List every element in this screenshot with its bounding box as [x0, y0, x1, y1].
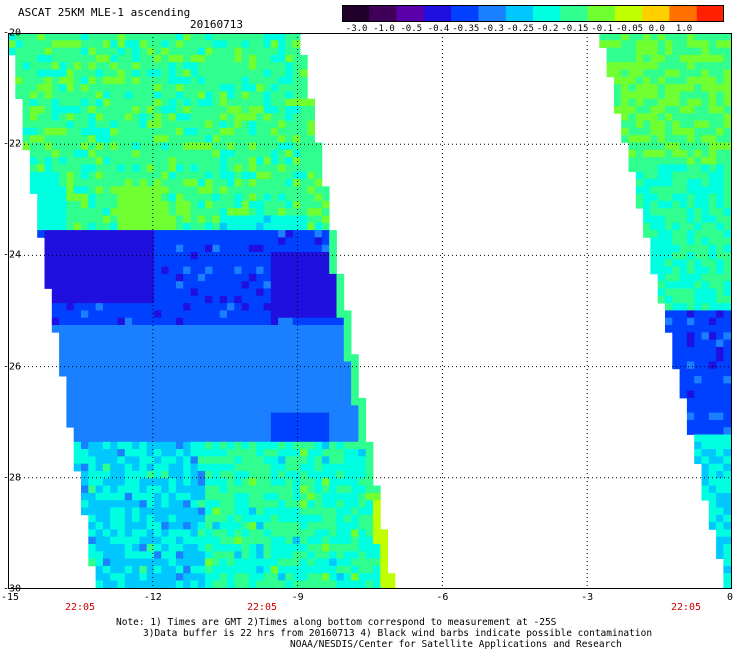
wind-data-swaths [8, 33, 732, 589]
note-line-2: 3)Data buffer is 22 hrs from 20160713 4)… [143, 628, 653, 639]
colorbar-label: -0.25 [506, 24, 534, 34]
map-title: ASCAT 25KM MLE-1 ascending [18, 6, 191, 19]
time-label: 22:05 [246, 602, 278, 613]
colorbar-label: -0.05 [615, 24, 644, 34]
colorbar-label: -0.2 [536, 24, 559, 34]
time-label: 22:05 [670, 602, 702, 613]
lon-label: -9 [291, 592, 304, 603]
colorbar-segment [696, 5, 724, 22]
time-label: 22:05 [64, 602, 96, 613]
colorbar-segment [614, 5, 643, 22]
lon-label: 0 [726, 592, 734, 603]
colorbar-segment [505, 5, 534, 22]
graticule [8, 33, 732, 589]
colorbar-label: -0.15 [561, 24, 589, 34]
lon-label: -12 [143, 592, 162, 603]
map-plot [8, 33, 732, 589]
lat-label: -20 [3, 27, 22, 39]
colorbar-segment [423, 5, 452, 22]
lon-label: -6 [436, 592, 449, 603]
colorbar-segment [533, 5, 561, 22]
lat-label: -22 [3, 138, 22, 150]
lat-label: -28 [3, 472, 22, 484]
colorbar-segment [478, 5, 507, 22]
colorbar-segment [342, 5, 370, 22]
lon-label: -3 [581, 592, 594, 603]
colorbar-label: -0.5 [400, 24, 423, 34]
lat-label: -30 [3, 583, 22, 595]
colorbar-label: 0.0 [648, 24, 665, 34]
colorbar-segment [642, 5, 671, 22]
colorbar-label: -0.1 [591, 24, 614, 34]
colorbar-label: -0.3 [482, 24, 504, 34]
note-line-1: Note: 1) Times are GMT 2)Times along bot… [116, 617, 557, 628]
colorbar-label: -3.0 [345, 24, 368, 34]
lon-label: -15 [0, 592, 20, 603]
lat-label: -24 [3, 249, 22, 261]
colorbar-label: -1.0 [373, 24, 395, 34]
colorbar-segment [587, 5, 616, 22]
colorbar-segment [369, 5, 398, 22]
colorbar-segment [396, 5, 425, 22]
lat-label: -26 [3, 361, 22, 373]
colorbar-segment [560, 5, 589, 22]
colorbar-label: -0.4 [427, 24, 450, 34]
note-line-3: NOAA/NESDIS/Center for Satellite Applica… [290, 639, 622, 650]
colorbar-label: 1.0 [675, 24, 693, 34]
colorbar-segment [669, 5, 698, 22]
colorbar [342, 5, 724, 22]
map-date: 20160713 [190, 18, 243, 31]
colorbar-label: -0.35 [452, 24, 480, 34]
colorbar-segment [451, 5, 480, 22]
